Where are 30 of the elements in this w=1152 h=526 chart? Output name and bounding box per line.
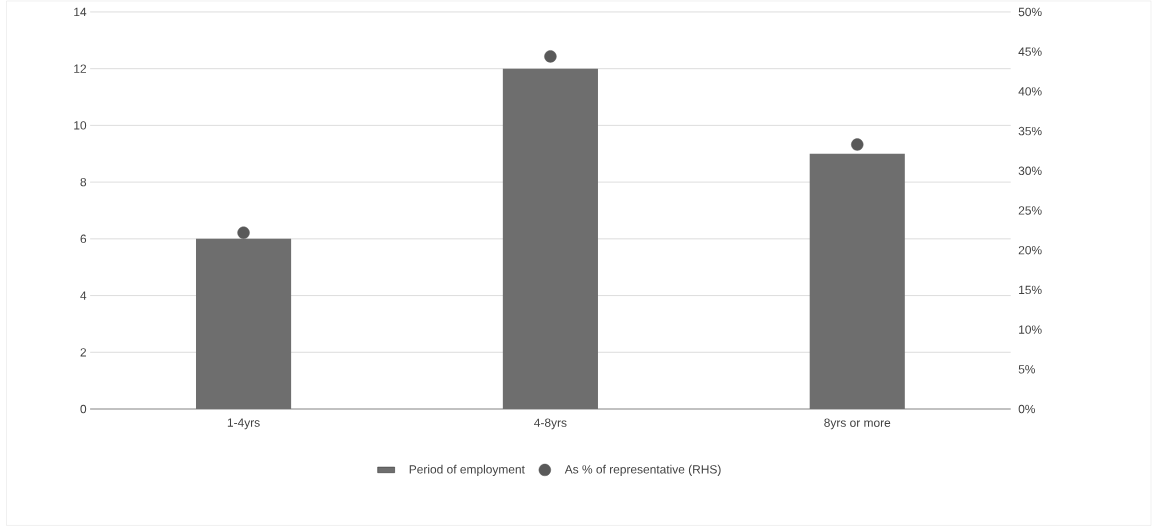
y-tick-label: 10: [74, 120, 87, 130]
y-tick-label: 4: [80, 291, 87, 300]
y2-tick-label: 15%: [1019, 285, 1042, 294]
legend-label: Period of employment: [409, 464, 525, 476]
bar: [502, 68, 598, 409]
y2-tick-label: 30%: [1018, 166, 1042, 175]
y2-tick-label: 10%: [1019, 325, 1042, 334]
y2-tick-label: 20%: [1018, 245, 1042, 255]
point: [851, 138, 864, 151]
x-tick-label: 1-4yrs: [227, 418, 260, 429]
y2-tick-label: 25%: [1018, 206, 1042, 215]
y2-tick-label: 5%: [1018, 364, 1036, 374]
y-tick-label: 8: [80, 177, 87, 187]
bar: [195, 238, 292, 409]
y2-tick-label: 45%: [1018, 47, 1042, 56]
point: [544, 50, 557, 63]
bar: [809, 153, 905, 409]
y2-tick-label: 40%: [1018, 86, 1042, 96]
y-tick-label: 12: [74, 64, 87, 73]
y2-tick-label: 35%: [1018, 126, 1042, 136]
y-tick-label: 2: [80, 347, 87, 357]
y2-tick-label: 0%: [1018, 404, 1036, 414]
y-tick-label: 0: [80, 404, 87, 414]
legend-label: As % of representative (RHS): [564, 464, 721, 476]
x-tick-label: 8yrs or more: [824, 418, 891, 430]
x-tick-label: 4-8yrs: [534, 418, 567, 430]
y-tick-label: 14: [74, 7, 87, 16]
y2-tick-label: 50%: [1018, 7, 1042, 16]
y-tick-label: 6: [80, 234, 87, 243]
point: [237, 226, 250, 239]
